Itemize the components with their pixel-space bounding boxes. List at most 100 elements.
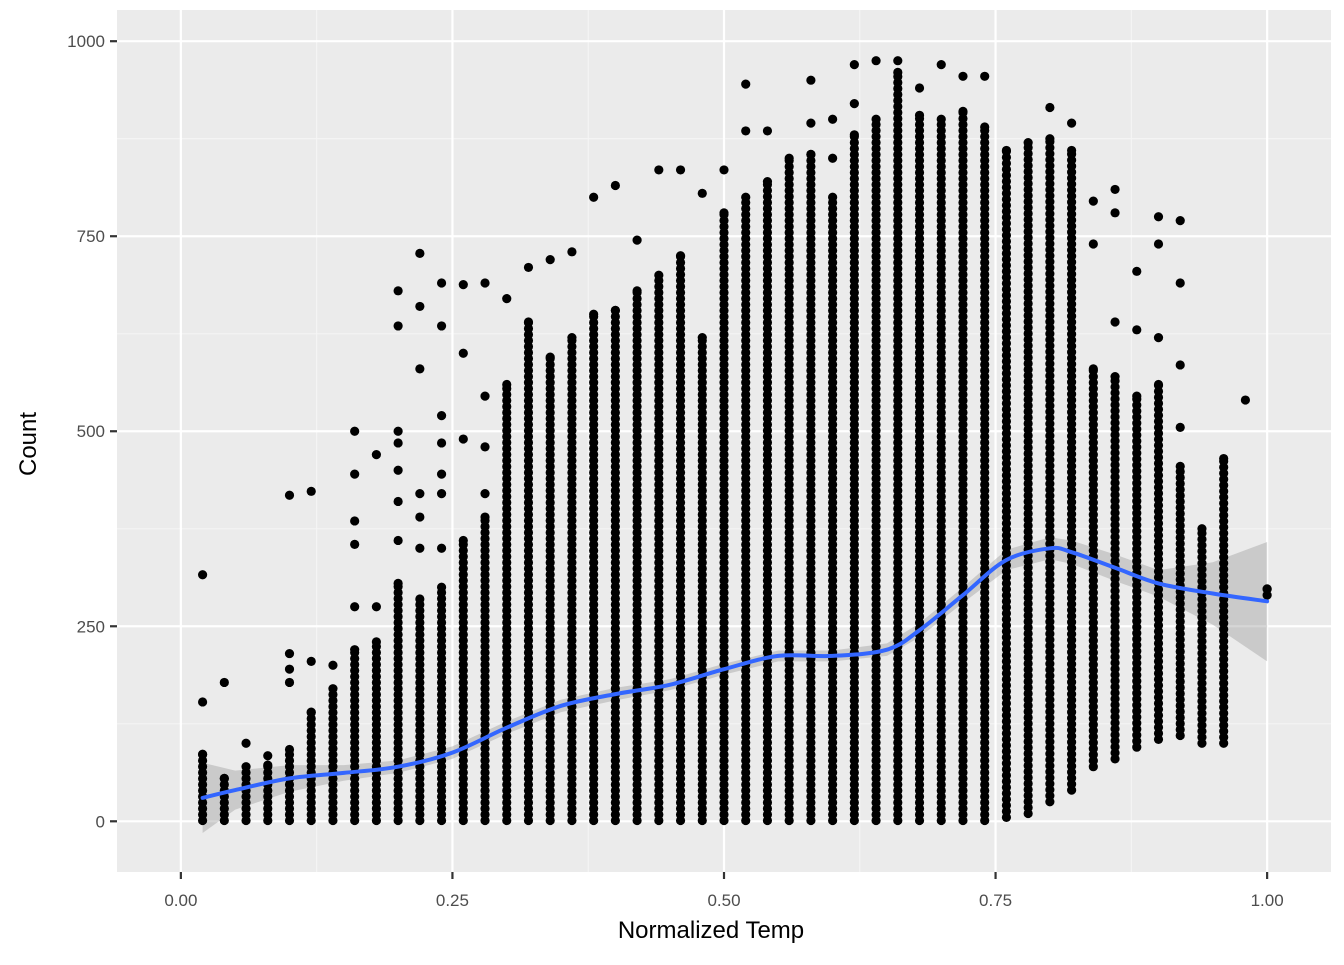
data-point <box>241 738 251 748</box>
data-point <box>436 582 447 592</box>
data-point <box>1175 216 1185 226</box>
data-point <box>741 192 751 202</box>
data-point <box>371 637 381 647</box>
data-point <box>350 516 360 526</box>
data-point <box>393 426 403 436</box>
data-point <box>197 749 208 759</box>
data-point <box>806 149 816 159</box>
data-point <box>458 434 468 444</box>
x-axis-title: Normalized Temp <box>618 917 804 944</box>
data-point <box>219 773 229 783</box>
data-point <box>415 301 425 312</box>
data-point <box>350 645 360 655</box>
data-point <box>893 56 903 66</box>
data-point <box>1153 333 1164 343</box>
y-tick-label: 250 <box>77 617 105 636</box>
data-point <box>828 192 838 202</box>
data-point <box>436 411 447 421</box>
data-point <box>1110 372 1120 382</box>
data-point <box>1153 379 1164 390</box>
y-tick-label: 0 <box>96 812 105 831</box>
data-point <box>480 442 490 452</box>
data-point <box>762 126 773 136</box>
data-point <box>1110 317 1120 327</box>
data-point <box>350 539 360 549</box>
data-point <box>306 656 316 666</box>
data-point <box>1175 278 1185 288</box>
data-point <box>284 677 295 688</box>
data-point <box>523 262 534 273</box>
data-point <box>806 118 816 128</box>
data-point <box>1067 145 1077 156</box>
data-point <box>306 707 316 717</box>
data-point <box>719 208 729 218</box>
y-tick-label: 750 <box>77 227 105 246</box>
data-point <box>219 677 229 688</box>
data-point <box>502 294 512 304</box>
data-point <box>632 235 642 245</box>
data-point <box>480 489 490 499</box>
data-point <box>1067 118 1077 128</box>
data-point <box>350 469 360 479</box>
data-point <box>328 660 338 670</box>
data-point <box>480 391 490 401</box>
data-point <box>1175 360 1185 370</box>
data-point <box>545 352 555 362</box>
data-point <box>284 648 295 659</box>
data-point <box>806 75 816 85</box>
data-point <box>197 697 208 707</box>
data-point <box>784 153 794 163</box>
data-point <box>719 165 729 175</box>
data-point <box>415 489 425 499</box>
y-tick-label: 500 <box>77 422 105 441</box>
smooth-trend-line <box>200 545 1270 800</box>
data-point <box>263 760 273 770</box>
data-point <box>1262 584 1272 594</box>
data-point <box>828 114 838 124</box>
data-point <box>1088 196 1098 206</box>
data-point <box>1175 461 1185 471</box>
data-points <box>197 56 1272 826</box>
data-point <box>436 278 447 288</box>
data-point <box>436 469 447 479</box>
data-point <box>589 309 599 319</box>
data-point <box>480 278 490 288</box>
data-point <box>871 114 881 124</box>
data-point <box>197 570 208 580</box>
data-point <box>871 56 881 66</box>
data-point <box>675 165 686 175</box>
data-point <box>284 744 295 755</box>
data-point <box>1110 184 1120 195</box>
data-point <box>371 602 381 612</box>
data-point <box>936 114 946 124</box>
data-point <box>849 99 859 109</box>
data-point <box>914 110 925 120</box>
data-point <box>1240 395 1251 405</box>
data-point <box>980 71 990 81</box>
data-point <box>350 602 360 612</box>
data-point <box>762 177 773 187</box>
x-tick-label: 1.00 <box>1251 891 1284 910</box>
data-point <box>393 496 403 507</box>
data-point <box>393 286 403 296</box>
data-point <box>284 490 295 500</box>
data-point <box>502 379 512 390</box>
data-point <box>1088 364 1098 374</box>
data-point <box>371 450 381 460</box>
data-point <box>632 286 642 296</box>
data-point <box>697 333 707 343</box>
data-point <box>436 543 447 553</box>
data-point <box>1153 212 1164 222</box>
data-point <box>849 60 859 70</box>
data-point <box>415 543 425 553</box>
data-point <box>393 321 403 331</box>
data-point <box>436 321 447 331</box>
data-point <box>828 153 838 163</box>
data-point <box>1045 102 1055 113</box>
data-point <box>393 535 403 546</box>
data-point <box>306 486 316 496</box>
data-point <box>610 305 620 315</box>
data-point <box>1153 239 1164 249</box>
